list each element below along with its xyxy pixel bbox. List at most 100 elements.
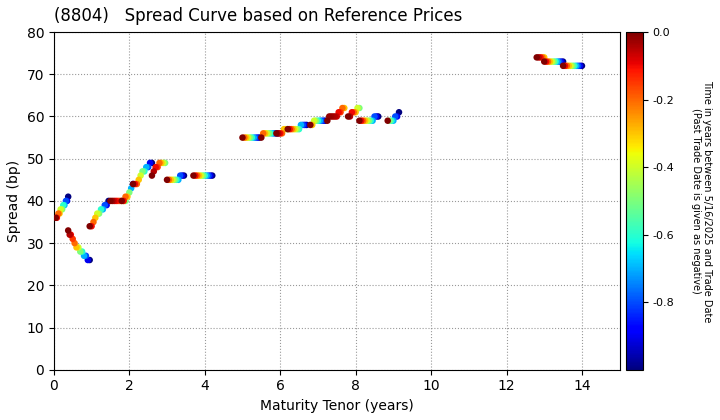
Point [531, 54, 542, 61]
Point [80, 252, 91, 259]
Point [342, 113, 354, 120]
Point [179, 172, 190, 179]
Point [246, 134, 258, 141]
Point [569, 63, 580, 69]
Point [84, 223, 96, 230]
Point [284, 126, 295, 133]
Point [372, 113, 384, 120]
Point [316, 117, 328, 124]
Point [335, 109, 346, 116]
Point [371, 113, 382, 120]
Point [118, 197, 130, 204]
Point [541, 58, 552, 65]
Point [325, 113, 337, 120]
Point [552, 58, 563, 65]
Point [197, 172, 209, 179]
Point [565, 63, 577, 69]
Point [144, 160, 156, 166]
Point [310, 117, 322, 124]
Point [161, 176, 173, 183]
Point [240, 134, 252, 141]
Point [387, 117, 399, 124]
Point [127, 181, 139, 187]
Point [127, 181, 139, 187]
Point [82, 257, 94, 263]
Point [55, 206, 66, 213]
Point [69, 240, 81, 247]
Point [273, 130, 284, 137]
Point [101, 202, 112, 208]
X-axis label: Maturity Tenor (years): Maturity Tenor (years) [260, 399, 414, 413]
Point [91, 210, 103, 217]
Point [369, 113, 380, 120]
Point [99, 202, 111, 208]
Point [282, 126, 294, 133]
Point [156, 160, 167, 166]
Point [554, 58, 565, 65]
Point [555, 58, 567, 65]
Point [265, 130, 276, 137]
Point [301, 121, 312, 128]
Point [58, 202, 70, 208]
Point [150, 164, 161, 171]
Point [259, 130, 271, 137]
Point [323, 113, 335, 120]
Point [299, 121, 310, 128]
Point [365, 117, 377, 124]
Point [153, 160, 165, 166]
Point [188, 172, 199, 179]
Point [382, 117, 393, 124]
Point [539, 58, 550, 65]
Point [135, 172, 146, 179]
Point [104, 197, 116, 204]
Point [329, 113, 341, 120]
Point [174, 172, 186, 179]
Point [207, 172, 218, 179]
Point [350, 109, 361, 116]
Point [120, 197, 131, 204]
Point [548, 58, 559, 65]
Point [54, 210, 66, 217]
Point [86, 223, 97, 230]
Point [280, 126, 292, 133]
Point [567, 63, 578, 69]
Point [58, 202, 69, 208]
Point [176, 172, 188, 179]
Point [97, 206, 109, 213]
Point [238, 134, 250, 141]
Point [533, 54, 544, 61]
Point [327, 113, 338, 120]
Point [148, 168, 160, 175]
Point [271, 130, 282, 137]
Point [258, 130, 269, 137]
Point [171, 176, 182, 183]
Text: (8804)   Spread Curve based on Reference Prices: (8804) Spread Curve based on Reference P… [54, 7, 462, 25]
Point [120, 193, 131, 200]
Point [256, 134, 267, 141]
Point [61, 197, 73, 204]
Point [118, 197, 130, 204]
Point [357, 117, 369, 124]
Point [129, 181, 140, 187]
Point [546, 58, 557, 65]
Point [243, 134, 254, 141]
Point [570, 63, 582, 69]
Point [76, 248, 88, 255]
Point [292, 126, 303, 133]
Point [84, 257, 96, 263]
Point [356, 117, 367, 124]
Point [297, 121, 309, 128]
Point [550, 58, 562, 65]
Point [152, 164, 163, 171]
Point [50, 215, 61, 221]
Point [168, 176, 180, 183]
Point [354, 117, 365, 124]
Point [63, 227, 74, 234]
Point [195, 172, 207, 179]
Point [159, 160, 171, 166]
Point [250, 134, 261, 141]
Point [308, 117, 320, 124]
Point [109, 197, 120, 204]
Point [114, 197, 125, 204]
Point [56, 206, 68, 213]
